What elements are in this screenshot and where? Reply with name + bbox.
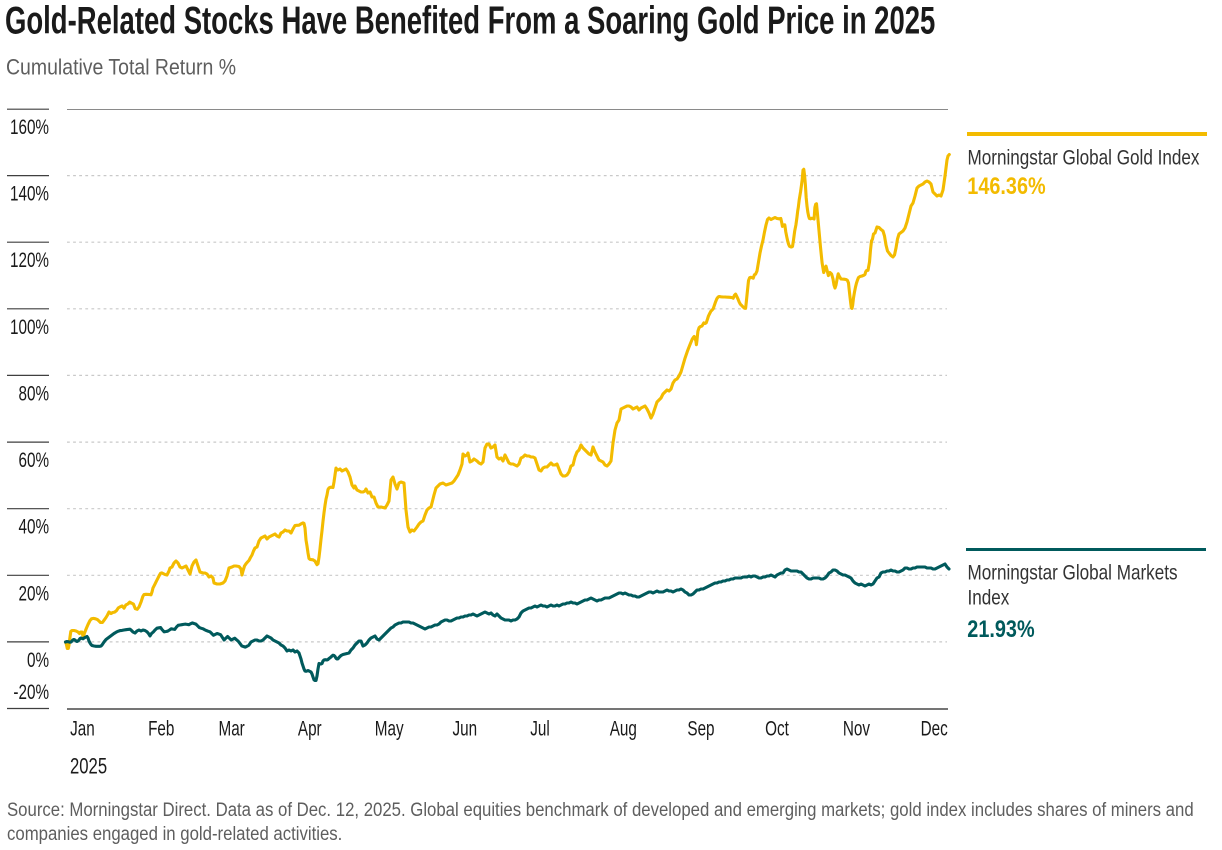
svg-text:20%: 20% xyxy=(18,581,49,605)
svg-text:21.93%: 21.93% xyxy=(967,615,1034,642)
svg-text:Source: Morningstar Direct. Da: Source: Morningstar Direct. Data as of D… xyxy=(7,799,1194,820)
svg-text:Apr: Apr xyxy=(298,716,322,740)
svg-text:May: May xyxy=(375,716,404,740)
svg-text:Jan: Jan xyxy=(70,716,95,740)
svg-text:Oct: Oct xyxy=(765,716,789,740)
svg-text:Sep: Sep xyxy=(687,716,714,740)
svg-text:80%: 80% xyxy=(18,381,49,405)
svg-text:Dec: Dec xyxy=(921,716,948,740)
svg-text:Cumulative Total Return %: Cumulative Total Return % xyxy=(6,55,236,79)
svg-text:companies engaged in gold-rela: companies engaged in gold-related activi… xyxy=(7,823,342,844)
svg-text:Jul: Jul xyxy=(530,716,549,740)
svg-text:Mar: Mar xyxy=(219,716,245,740)
svg-text:0%: 0% xyxy=(27,647,49,671)
svg-text:140%: 140% xyxy=(10,181,49,205)
svg-text:Morningstar Global Markets: Morningstar Global Markets xyxy=(968,562,1178,585)
svg-text:160%: 160% xyxy=(10,115,49,139)
svg-text:Index: Index xyxy=(968,587,1010,610)
svg-text:Aug: Aug xyxy=(610,716,637,740)
svg-text:-20%: -20% xyxy=(13,679,49,703)
svg-text:40%: 40% xyxy=(18,514,49,538)
svg-text:60%: 60% xyxy=(18,447,49,471)
svg-text:120%: 120% xyxy=(10,248,49,272)
svg-text:Morningstar Global Gold Index: Morningstar Global Gold Index xyxy=(968,147,1200,170)
svg-text:Nov: Nov xyxy=(843,716,871,740)
svg-text:100%: 100% xyxy=(10,314,49,338)
svg-text:146.36%: 146.36% xyxy=(967,172,1045,199)
svg-text:2025: 2025 xyxy=(70,754,107,779)
svg-text:Gold-Related Stocks Have Benef: Gold-Related Stocks Have Benefited From … xyxy=(5,0,935,43)
svg-text:Jun: Jun xyxy=(453,716,478,740)
svg-text:Feb: Feb xyxy=(148,716,174,740)
